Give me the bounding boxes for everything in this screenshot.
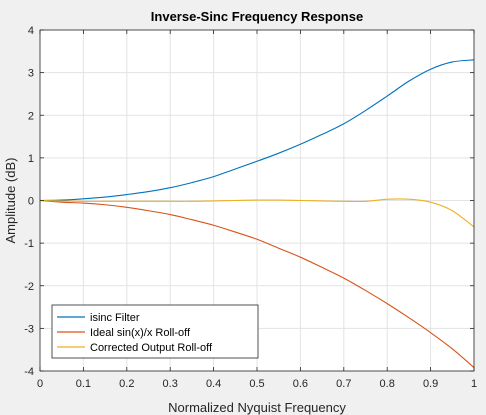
x-tick-label: 0.5 [249, 378, 264, 390]
legend: isinc Filter Ideal sin(x)/x Roll-off Corre… [51, 304, 259, 359]
y-axis-ticks: -4 -3 -2 -1 0 1 2 3 4 [24, 25, 474, 378]
legend-box [51, 304, 259, 359]
ideal-rolloff-line [39, 199, 475, 369]
isinc-filter-line [39, 59, 475, 202]
x-tick-label: 0 [37, 378, 43, 390]
y-tick-label: -4 [24, 366, 34, 378]
x-tick-label: 1 [471, 378, 477, 390]
legend-item-isinc-filter: isinc Filter [90, 312, 140, 324]
y-tick-label: 1 [28, 153, 34, 165]
legend-item-corrected-output: Corrected Output Roll-off [90, 342, 213, 354]
x-tick-label: 0.8 [380, 378, 395, 390]
y-tick-label: 2 [28, 110, 34, 122]
x-tick-label: 0.6 [293, 378, 308, 390]
x-tick-label: 0.2 [119, 378, 134, 390]
y-tick-label: -1 [24, 238, 34, 250]
y-tick-label: 0 [28, 196, 34, 208]
corrected-output-line [39, 198, 475, 228]
y-tick-label: 4 [28, 25, 34, 37]
x-axis-ticks: 0 0.1 0.2 0.3 0.4 0.5 0.6 0.7 0.8 0.9 1 [37, 30, 477, 390]
x-axis-label: Normalized Nyquist Frequency [168, 400, 346, 415]
x-tick-label: 0.3 [163, 378, 178, 390]
x-tick-label: 0.4 [206, 378, 221, 390]
y-tick-label: -2 [24, 281, 34, 293]
x-tick-label: 0.9 [423, 378, 438, 390]
legend-item-ideal-rolloff: Ideal sin(x)/x Roll-off [90, 327, 191, 339]
chart-title: Inverse-Sinc Frequency Response [151, 9, 363, 24]
series-lines [39, 59, 475, 369]
y-tick-label: 3 [28, 68, 34, 80]
y-axis-label: Amplitude (dB) [3, 158, 18, 244]
x-tick-label: 0.7 [336, 378, 351, 390]
y-tick-label: -3 [24, 323, 34, 335]
x-tick-label: 0.1 [76, 378, 91, 390]
